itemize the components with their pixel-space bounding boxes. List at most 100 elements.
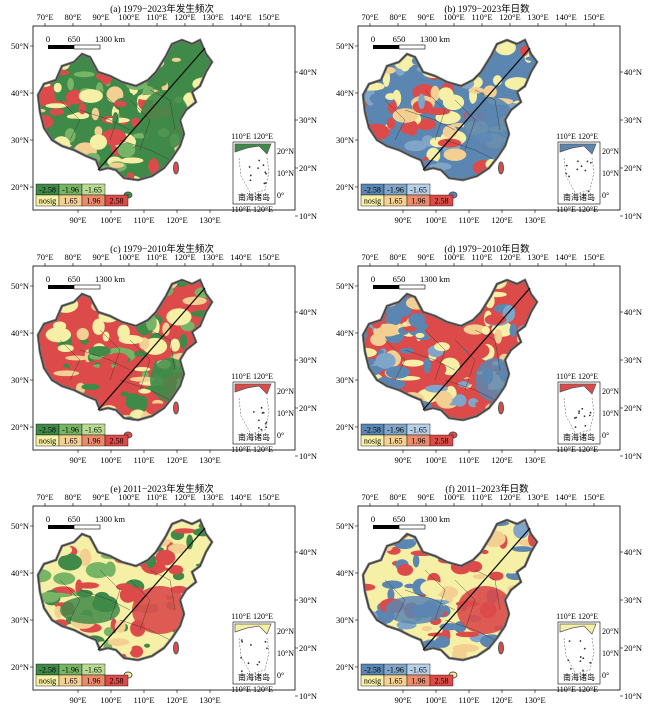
lat-tick-label: 50°N <box>336 41 354 51</box>
inset-tick-label: 120°E <box>578 445 598 454</box>
lat-tick-label: 40°N <box>299 547 317 557</box>
lat-tick-label: 40°N <box>11 328 29 338</box>
legend: -2.58 -1.96 -1.65 nosig 1.65 1.96 2.58 <box>35 663 129 687</box>
lon-tick-label: 150°E <box>583 252 604 262</box>
legend-label: 2.58 <box>110 197 124 206</box>
inset-tick-label: 110°E <box>556 685 576 694</box>
lat-tick-label: 30°N <box>624 355 642 365</box>
lon-tick-label: 90°E <box>92 252 109 262</box>
inset-tick-label: 0° <box>277 671 284 680</box>
legend-label: 1.96 <box>87 437 101 446</box>
lon-tick-label: 120°E <box>491 215 512 225</box>
scale-label: 1300 km <box>420 274 450 284</box>
lat-tick-label: 30°N <box>336 375 354 385</box>
lon-tick-label: 110°E <box>471 252 492 262</box>
legend-label: 1.65 <box>64 437 78 446</box>
hu-line <box>422 527 531 651</box>
lat-tick-label: 20°N <box>11 662 29 672</box>
inset-tick-label: 120°E <box>253 372 273 381</box>
lon-tick-label: 70°E <box>36 252 53 262</box>
lat-tick-label: 30°N <box>11 135 29 145</box>
legend-label: -2.58 <box>364 666 381 675</box>
lat-tick-label: 30°N <box>299 595 317 605</box>
legend: -2.58 -1.96 -1.65 nosig 1.65 1.96 2.58 <box>360 423 454 447</box>
hu-line <box>97 287 206 411</box>
lon-tick-label: 100°E <box>443 252 464 262</box>
legend: -2.58 -1.96 -1.65 nosig 1.65 1.96 2.58 <box>360 183 454 207</box>
lat-tick-label: 20°N <box>11 182 29 192</box>
inset-tick-label: 20°N <box>277 387 294 396</box>
lat-tick-label: 30°N <box>299 115 317 125</box>
lon-tick-label: 110°E <box>133 215 154 225</box>
legend-swatch <box>104 194 129 207</box>
lon-tick-label: 110°E <box>458 695 479 705</box>
lat-tick-label: 40°N <box>299 67 317 77</box>
legend: -2.58 -1.96 -1.65 nosig 1.65 1.96 2.58 <box>360 663 454 687</box>
panel-title: (b) 1979−2023年日数 <box>444 3 530 15</box>
lon-tick-label: 120°E <box>499 12 520 22</box>
lat-tick-label: 30°N <box>299 355 317 365</box>
lon-tick-label: 70°E <box>361 252 378 262</box>
province-boundaries <box>59 329 176 401</box>
province-boundaries <box>59 569 176 641</box>
taiwan-island <box>498 161 504 175</box>
legend-label: -1.96 <box>387 666 404 675</box>
scale-label: 650 <box>68 274 81 284</box>
lat-tick-label: 20°N <box>336 422 354 432</box>
legend-label: -1.65 <box>410 666 427 675</box>
inset-tick-label: 120°E <box>578 372 598 381</box>
lat-tick-label: 40°N <box>336 328 354 338</box>
legend-label: -1.96 <box>62 186 79 195</box>
panel-title: (c) 1979−2010年发生频次 <box>110 243 214 255</box>
lat-tick-label: 50°N <box>11 281 29 291</box>
scale-label: 1300 km <box>95 514 125 524</box>
legend-swatch <box>104 434 129 447</box>
scale-label: 1300 km <box>420 514 450 524</box>
legend-swatch <box>104 674 129 687</box>
inset-tick-label: 120°E <box>578 685 598 694</box>
lat-tick-label: 10°N <box>624 211 642 221</box>
legend-label: nosig <box>364 677 381 686</box>
lat-tick-label: 20°N <box>336 182 354 192</box>
hu-line <box>97 527 206 651</box>
lat-tick-label: 20°N <box>624 403 642 413</box>
lon-tick-label: 90°E <box>69 455 86 465</box>
inset-tick-label: 120°E <box>578 205 598 214</box>
scale-label: 0 <box>46 34 50 44</box>
lon-tick-label: 110°E <box>133 455 154 465</box>
lon-tick-label: 90°E <box>92 492 109 502</box>
lat-tick-label: 20°N <box>11 422 29 432</box>
lon-tick-label: 130°E <box>527 12 548 22</box>
lon-tick-label: 120°E <box>166 695 187 705</box>
lon-tick-label: 80°E <box>389 12 406 22</box>
lon-tick-label: 140°E <box>555 252 576 262</box>
legend-label: nosig <box>364 437 381 446</box>
inset-label: 南海诸岛 <box>238 192 270 202</box>
inset-tick-label: 110°E <box>556 132 576 141</box>
inset-tick-label: 110°E <box>231 205 251 214</box>
map-panel: (e) 2011−2023年发生频次 70°E 80°E 90°E 100°E 110°E… <box>0 480 325 720</box>
inset-tick-label: 20°N <box>602 387 619 396</box>
scale-label: 0 <box>46 514 50 524</box>
legend-label: 2.58 <box>435 197 449 206</box>
map-panel: (c) 1979−2010年发生频次 70°E 80°E 90°E 100°E 110°E… <box>0 240 325 480</box>
lon-tick-label: 90°E <box>417 252 434 262</box>
legend-label: -1.65 <box>410 426 427 435</box>
legend-label: -1.96 <box>62 426 79 435</box>
lat-tick-label: 50°N <box>11 521 29 531</box>
legend-swatch <box>429 434 454 447</box>
legend-label: 2.58 <box>435 437 449 446</box>
inset-tick-label: 0° <box>602 671 609 680</box>
panel-title: (e) 2011−2023年发生频次 <box>110 483 214 495</box>
lon-tick-label: 140°E <box>230 12 251 22</box>
lon-tick-label: 130°E <box>524 695 545 705</box>
legend-label: -1.65 <box>85 186 102 195</box>
lon-tick-label: 130°E <box>199 455 220 465</box>
lat-tick-label: 10°N <box>299 211 317 221</box>
inset-tick-label: 10°N <box>277 649 294 658</box>
legend-label: -2.58 <box>39 666 56 675</box>
legend-label: -1.96 <box>387 426 404 435</box>
taiwan-island <box>498 641 504 655</box>
